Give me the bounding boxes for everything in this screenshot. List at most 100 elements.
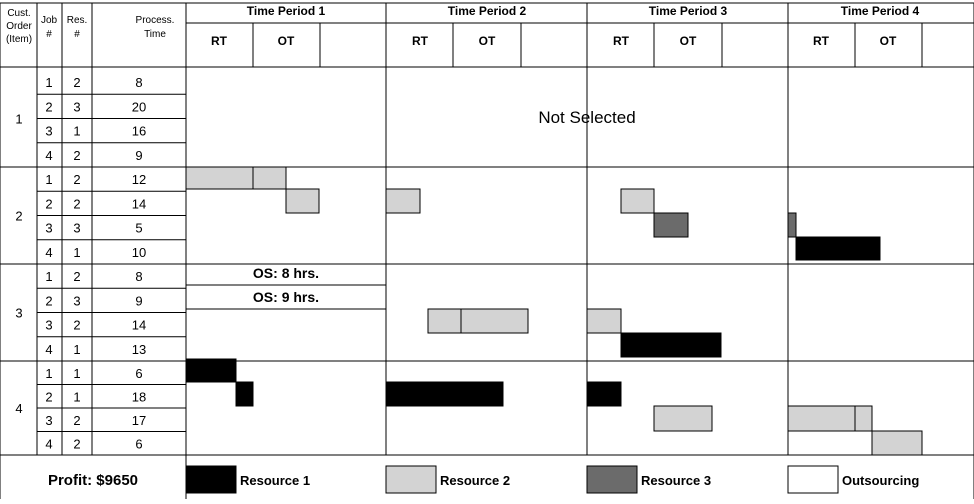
period-2-title: Time Period 2: [448, 4, 527, 18]
bar-order4-job3: [854, 405, 873, 432]
bar-order4-job2: [586, 381, 622, 407]
bar-order3-job4: [620, 332, 722, 358]
resource-number: 1: [73, 245, 80, 260]
table-header: Cust. Order (Item) Job # Res. # Process.…: [6, 4, 920, 48]
job-number: 1: [45, 172, 52, 187]
period-4-title: Time Period 4: [841, 4, 920, 18]
resource-number: 2: [73, 148, 80, 163]
outsourcing-label-job-1: OS: 8 hrs.: [253, 265, 319, 281]
job-header-line1: Job: [41, 15, 58, 26]
process-time: 6: [135, 436, 142, 451]
job-number: 3: [45, 124, 52, 139]
legend-label: Resource 1: [240, 473, 310, 488]
res-header-line1: Res.: [67, 15, 88, 26]
period-3-title: Time Period 3: [649, 4, 728, 18]
job-number: 2: [45, 196, 52, 211]
order-label: 2: [15, 209, 22, 224]
resource-number: 1: [73, 342, 80, 357]
resource-number: 2: [73, 269, 80, 284]
resource-number: 2: [73, 413, 80, 428]
period-4-ot: OT: [880, 34, 897, 48]
outsourcing-label-job-2: OS: 9 hrs.: [253, 289, 319, 305]
bar-order4-job3: [653, 405, 713, 432]
process-time: 16: [132, 124, 146, 139]
period-1-title: Time Period 1: [247, 4, 326, 18]
job-number: 1: [45, 75, 52, 90]
resource-number: 1: [73, 389, 80, 404]
order-label: 1: [15, 112, 22, 127]
bar-order2-job4: [795, 236, 881, 261]
legend-swatch: [185, 465, 237, 494]
job-number: 4: [45, 436, 52, 451]
job-number: 2: [45, 293, 52, 308]
legend: Resource 1 Resource 2 Resource 3 Outsourcin…: [185, 465, 919, 494]
not-selected-label: Not Selected: [538, 108, 635, 127]
cust-order-header-line2: Order: [6, 21, 32, 32]
bar-order4-job1: [185, 358, 237, 383]
bar-order3-job3: [586, 308, 622, 334]
bar-order2-job1-rt: [185, 166, 254, 190]
process-time: 5: [135, 221, 142, 236]
cust-order-header-line3: (Item): [6, 34, 32, 45]
bar-order3-job3: [460, 308, 529, 334]
legend-swatch: [385, 465, 437, 494]
period-2-rt: RT: [412, 34, 429, 48]
resource-number: 2: [73, 196, 80, 211]
process-time: 17: [132, 413, 146, 428]
period-2-ot: OT: [479, 34, 496, 48]
bar-order2-job2: [285, 188, 320, 214]
process-time: 14: [132, 318, 146, 333]
process-time: 8: [135, 75, 142, 90]
process-time: 20: [132, 99, 146, 114]
process-time: 10: [132, 245, 146, 260]
resource-number: 2: [73, 318, 80, 333]
period-4-rt: RT: [813, 34, 830, 48]
order-label: 3: [15, 306, 22, 321]
legend-label: Resource 2: [440, 473, 510, 488]
job-number: 4: [45, 245, 52, 260]
legend-label: Resource 3: [641, 473, 711, 488]
bar-order2-job2: [385, 188, 421, 214]
bar-order3-job3: [427, 308, 462, 334]
cust-order-header-line1: Cust.: [7, 8, 30, 19]
bar-order2-job3: [787, 212, 797, 238]
period-1-ot: OT: [278, 34, 295, 48]
resource-number: 3: [73, 221, 80, 236]
process-time: 14: [132, 196, 146, 211]
schedule-bars: [185, 166, 923, 456]
process-time: 18: [132, 389, 146, 404]
period-1-rt: RT: [211, 34, 228, 48]
bar-order4-job3: [787, 405, 856, 432]
order-label: 4: [15, 401, 22, 416]
job-header-line2: #: [46, 29, 52, 40]
job-number: 2: [45, 389, 52, 404]
process-header-line2: Time: [144, 29, 166, 40]
process-time: 8: [135, 269, 142, 284]
bar-order2-job2: [620, 188, 655, 214]
process-time: 9: [135, 293, 142, 308]
process-time: 12: [132, 172, 146, 187]
res-header-line2: #: [74, 29, 80, 40]
bar-order4-job4: [871, 430, 923, 456]
legend-label: Outsourcing: [842, 473, 919, 488]
legend-swatch: [787, 465, 839, 494]
process-header-line1: Process.: [136, 15, 175, 26]
job-number: 4: [45, 148, 52, 163]
resource-number: 1: [73, 124, 80, 139]
resource-number: 2: [73, 75, 80, 90]
bar-order4-job2: [235, 381, 254, 407]
job-number: 4: [45, 342, 52, 357]
resource-number: 3: [73, 99, 80, 114]
process-time: 6: [135, 366, 142, 381]
resource-number: 2: [73, 436, 80, 451]
job-number: 3: [45, 413, 52, 428]
job-number: 2: [45, 99, 52, 114]
bar-order4-job2: [385, 381, 504, 407]
period-3-rt: RT: [613, 34, 630, 48]
bar-order2-job1-ot: [252, 166, 287, 190]
legend-swatch: [586, 465, 638, 494]
resource-number: 3: [73, 293, 80, 308]
